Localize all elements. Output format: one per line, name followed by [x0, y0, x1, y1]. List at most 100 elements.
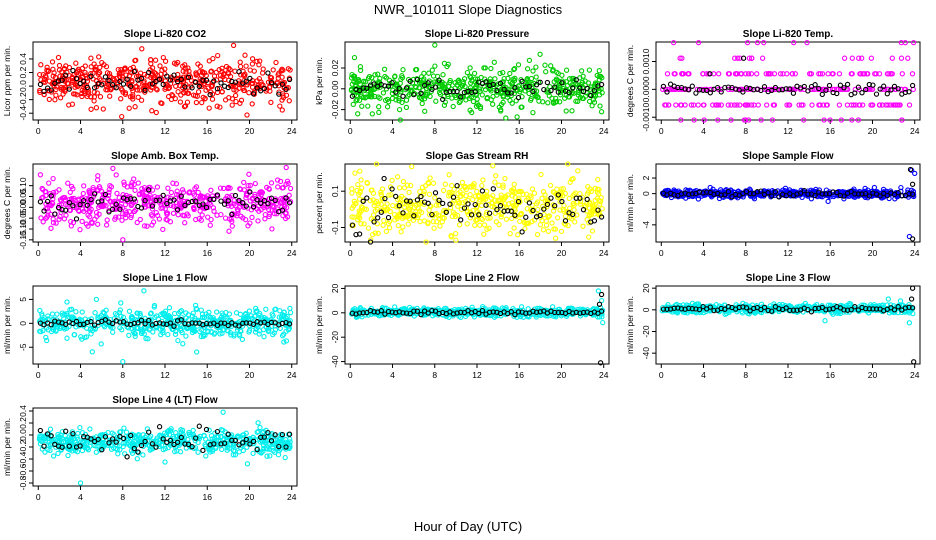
data-point — [889, 55, 895, 61]
data-point — [116, 214, 122, 220]
data-point — [480, 177, 486, 183]
data-point — [193, 70, 199, 76]
y-tick-label: 20 — [330, 283, 340, 293]
x-tick-label: 4 — [78, 126, 83, 136]
data-point — [279, 107, 285, 113]
data-point — [242, 73, 248, 79]
x-tick-label: 20 — [557, 370, 567, 380]
data-point — [268, 99, 274, 106]
data-point — [754, 71, 760, 77]
data-point — [160, 54, 166, 61]
data-point — [225, 71, 232, 77]
data-point — [440, 187, 447, 194]
data-point — [543, 69, 549, 75]
data-point — [175, 337, 181, 344]
data-point — [563, 67, 570, 73]
data-point — [211, 73, 218, 79]
data-point — [46, 180, 52, 186]
data-point — [279, 74, 285, 80]
data-point — [849, 55, 855, 61]
data-point — [503, 115, 509, 121]
data-point — [389, 177, 395, 184]
data-point — [88, 64, 94, 70]
data-point — [229, 96, 236, 102]
data-point — [492, 179, 498, 185]
data-point — [93, 296, 100, 303]
data-point — [759, 55, 766, 61]
x-tick-label: 4 — [390, 126, 395, 136]
data-point — [48, 225, 54, 231]
data-point — [195, 61, 201, 67]
y-tick-label: -4 — [641, 221, 651, 229]
x-tick-label: 12 — [160, 370, 170, 380]
data-point — [479, 182, 485, 189]
data-point — [193, 72, 199, 78]
data-point — [120, 358, 126, 365]
data-point — [110, 329, 116, 335]
x-tick-label: 24 — [599, 126, 609, 136]
data-point — [695, 39, 702, 46]
data-point — [569, 108, 575, 114]
series-hourly — [349, 291, 605, 366]
data-point — [430, 180, 437, 186]
x-tick-label: 4 — [701, 370, 706, 380]
data-point — [524, 66, 531, 72]
data-point — [219, 65, 225, 71]
data-point — [208, 216, 214, 223]
data-point — [64, 335, 70, 341]
data-point — [596, 68, 602, 74]
plot-frame — [344, 285, 610, 365]
series-samples — [660, 39, 917, 123]
data-point — [171, 60, 178, 66]
data-point — [544, 79, 551, 86]
data-point — [595, 288, 602, 294]
data-point — [154, 184, 161, 190]
y-axis-label: ml/min per min. — [314, 296, 324, 354]
y-tick-label: 0.0000 — [641, 76, 651, 102]
data-point — [547, 182, 554, 189]
data-point — [507, 230, 513, 237]
data-point — [53, 86, 59, 93]
x-tick-label: 24 — [910, 126, 920, 136]
data-point — [214, 309, 220, 315]
data-point — [222, 215, 229, 221]
data-point — [210, 55, 216, 62]
y-tick-label: 0.00 — [330, 80, 340, 97]
data-point — [126, 308, 133, 314]
data-point — [104, 217, 110, 223]
data-point — [898, 55, 905, 61]
data-point — [490, 101, 496, 107]
data-point — [493, 219, 500, 225]
panel-title: Slope Line 3 Flow — [746, 273, 831, 284]
data-point — [103, 222, 110, 228]
data-point — [836, 71, 843, 77]
data-point — [230, 42, 237, 49]
data-point — [252, 180, 258, 187]
data-point — [244, 112, 250, 118]
series-samples — [348, 288, 606, 326]
x-tick-label: 12 — [472, 248, 482, 258]
data-point — [378, 201, 384, 207]
data-point — [358, 177, 364, 183]
data-point — [490, 186, 496, 192]
data-point — [160, 226, 166, 233]
data-point — [401, 185, 408, 191]
x-tick-label: 4 — [701, 126, 706, 136]
data-point — [241, 179, 247, 186]
data-point — [836, 102, 843, 108]
data-point — [132, 104, 138, 110]
data-point — [479, 92, 485, 98]
data-point — [433, 98, 439, 104]
data-point — [515, 232, 521, 238]
data-point — [73, 216, 80, 222]
data-point — [89, 349, 95, 355]
data-point — [130, 88, 136, 94]
x-tick-label: 4 — [78, 248, 83, 258]
data-point — [182, 220, 188, 226]
x-tick-label: 24 — [599, 248, 609, 258]
data-point — [197, 208, 203, 214]
data-point — [170, 210, 177, 216]
data-point — [157, 63, 163, 69]
series-hourly — [660, 166, 916, 242]
